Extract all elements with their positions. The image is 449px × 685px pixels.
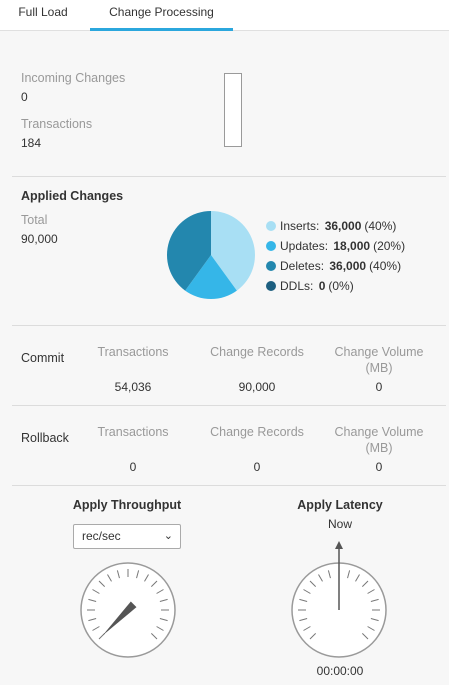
latency-now-label: Now xyxy=(327,517,352,531)
tab-bar: Full Load Change Processing xyxy=(0,0,449,31)
apply-latency-title: Apply Latency xyxy=(297,498,383,512)
pie-legend: Inserts: 36,000 (40%) Updates: 18,000 (20%… xyxy=(266,216,405,296)
latency-value: 00:00:00 xyxy=(316,664,364,678)
legend-item-inserts: Inserts: 36,000 (40%) xyxy=(266,216,405,236)
applied-changes-pie-chart xyxy=(167,211,255,299)
legend-item-updates: Updates: 18,000 (20%) xyxy=(266,236,405,256)
commit-change-records-value: 90,000 xyxy=(238,380,276,394)
gauge-tick xyxy=(88,598,97,602)
rollback-label: Rollback xyxy=(21,431,69,445)
tab-change-processing[interactable]: Change Processing xyxy=(90,0,233,31)
commit-col-change-records: Change Records xyxy=(210,345,304,359)
gauge-tick xyxy=(299,618,308,622)
gauge-tick xyxy=(303,589,311,594)
chevron-down-icon: ⌄ xyxy=(163,530,173,542)
apply-throughput-title: Apply Throughput xyxy=(72,498,182,512)
rollback-col-change-volume: Change Volume (MB) xyxy=(334,425,424,455)
gauge-tick xyxy=(303,626,311,631)
legend-label-inserts: Inserts xyxy=(280,219,317,233)
incoming-changes-bar xyxy=(224,73,242,147)
tab-full-load[interactable]: Full Load xyxy=(18,5,68,19)
commit-transactions-value: 54,036 xyxy=(114,380,152,394)
gauge-tick xyxy=(361,632,369,640)
pie-slice-deletes xyxy=(167,211,211,291)
divider xyxy=(12,325,446,326)
gauge-tick xyxy=(92,589,100,594)
gauge-tick xyxy=(361,580,369,588)
pie-slice-inserts xyxy=(211,211,255,291)
gauge-tick xyxy=(309,632,317,640)
incoming-changes-value: 0 xyxy=(21,90,28,104)
rollback-transactions-value: 0 xyxy=(129,460,137,474)
gauge-tick xyxy=(156,589,164,594)
gauge-tick xyxy=(327,570,331,579)
gauge-tick xyxy=(150,632,158,640)
rollback-change-volume-value: 0 xyxy=(375,460,383,474)
gauge-tick xyxy=(299,598,308,602)
applied-changes-title: Applied Changes xyxy=(21,189,124,203)
legend-pct-inserts: (40%) xyxy=(364,219,397,233)
legend-value-ddls: 0 xyxy=(318,279,326,293)
gauge-tick xyxy=(107,574,112,582)
legend-pct-deletes: (40%) xyxy=(369,259,402,273)
divider xyxy=(12,176,446,177)
legend-label-updates: Updates xyxy=(280,239,325,253)
throughput-unit-select[interactable]: rec/sec ⌄ xyxy=(73,524,181,549)
gauge-tick xyxy=(355,574,360,582)
gauge-tick xyxy=(136,570,140,579)
latency-gauge xyxy=(291,541,387,658)
transactions-label: Transactions xyxy=(21,117,93,131)
transactions-value: 184 xyxy=(21,136,42,150)
rollback-change-records-value: 0 xyxy=(253,460,261,474)
latency-arrow-icon xyxy=(335,541,343,549)
legend-value-updates: 18,000 xyxy=(333,239,371,253)
gauge-tick xyxy=(370,598,379,602)
gauge-tick xyxy=(92,626,100,631)
legend-label-ddls: DDLs xyxy=(280,279,311,293)
legend-swatch-deletes xyxy=(266,261,276,271)
rollback-col-change-records: Change Records xyxy=(210,425,304,439)
gauge-tick xyxy=(98,580,106,588)
commit-change-volume-value: 0 xyxy=(375,380,383,394)
legend-pct-ddls: (0%) xyxy=(328,279,354,293)
gauge-tick xyxy=(159,618,168,622)
legend-swatch-inserts xyxy=(266,221,276,231)
total-value: 90,000 xyxy=(21,232,58,246)
throughput-needle xyxy=(102,601,137,636)
gauge-tick xyxy=(367,626,375,631)
legend-pct-updates: (20%) xyxy=(373,239,406,253)
divider xyxy=(12,405,446,406)
legend-item-deletes: Deletes: 36,000 (40%) xyxy=(266,256,405,276)
gauge-tick xyxy=(88,618,97,622)
divider xyxy=(12,485,446,486)
total-label: Total xyxy=(21,213,48,227)
legend-label-deletes: Deletes xyxy=(280,259,321,273)
commit-col-change-volume: Change Volume (MB) xyxy=(334,345,424,375)
gauge-tick xyxy=(309,580,317,588)
incoming-changes-label: Incoming Changes xyxy=(21,71,126,85)
throughput-unit-value: rec/sec xyxy=(82,529,121,543)
legend-value-inserts: 36,000 xyxy=(324,219,362,233)
throughput-gauge xyxy=(80,562,176,658)
gauge-tick xyxy=(156,626,164,631)
rollback-col-transactions: Transactions xyxy=(97,425,169,439)
gauge-tick xyxy=(159,598,168,602)
commit-col-transactions: Transactions xyxy=(97,345,169,359)
pie-slice-updates xyxy=(185,255,237,299)
gauge-tick xyxy=(150,580,158,588)
gauge-tick xyxy=(367,589,375,594)
legend-value-deletes: 36,000 xyxy=(329,259,367,273)
gauge-tick xyxy=(116,570,120,579)
commit-label: Commit xyxy=(21,351,65,365)
legend-swatch-ddls xyxy=(266,281,276,291)
gauge-tick xyxy=(347,570,351,579)
gauge-tick xyxy=(144,574,149,582)
legend-item-ddls: DDLs: 0 (0%) xyxy=(266,276,405,296)
legend-swatch-updates xyxy=(266,241,276,251)
gauge-tick xyxy=(370,618,379,622)
gauge-tick xyxy=(318,574,323,582)
